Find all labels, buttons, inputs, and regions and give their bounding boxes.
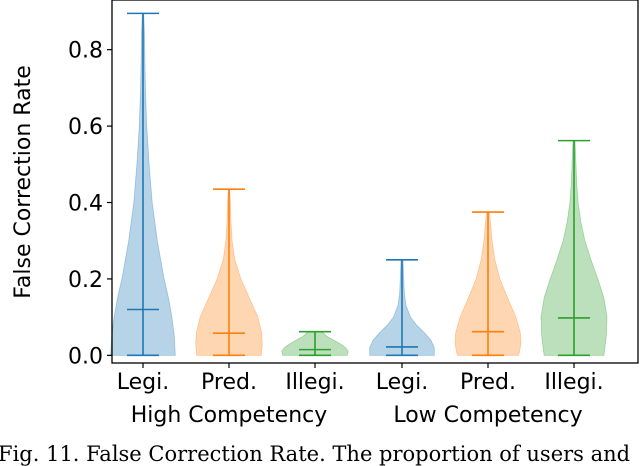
y-axis-title: False Correction Rate	[11, 65, 36, 298]
group-label: High Competency	[131, 403, 328, 428]
x-axis: Legi. Pred. Illegi. Legi. Pred. Illegi.	[117, 363, 604, 395]
y-axis: 0.0 0.2 0.4 0.6 0.8	[68, 39, 112, 369]
y-tick-label: 0.6	[68, 115, 103, 140]
group-label: Low Competency	[393, 403, 582, 428]
x-tick-label: Legi.	[117, 370, 169, 395]
y-tick-label: 0.0	[68, 344, 103, 369]
violin-chart: 0.0 0.2 0.4 0.6 0.8 Legi. Pred. Illegi. Legi. Pr…	[11, 0, 639, 428]
x-tick-label: Pred.	[201, 370, 257, 395]
x-tick-label: Pred.	[460, 370, 516, 395]
whiskers-layer	[127, 12, 590, 357]
x-tick-label: Legi.	[376, 370, 428, 395]
plot-frame	[111, 0, 639, 364]
group-labels: High Competency Low Competency	[131, 403, 583, 428]
violins-layer	[110, 13, 608, 356]
y-tick-label: 0.8	[68, 39, 103, 64]
x-tick-label: Illegi.	[544, 370, 603, 395]
y-tick-label: 0.2	[68, 268, 103, 293]
x-tick-label: Illegi.	[285, 370, 344, 395]
y-tick-label: 0.4	[68, 192, 103, 217]
